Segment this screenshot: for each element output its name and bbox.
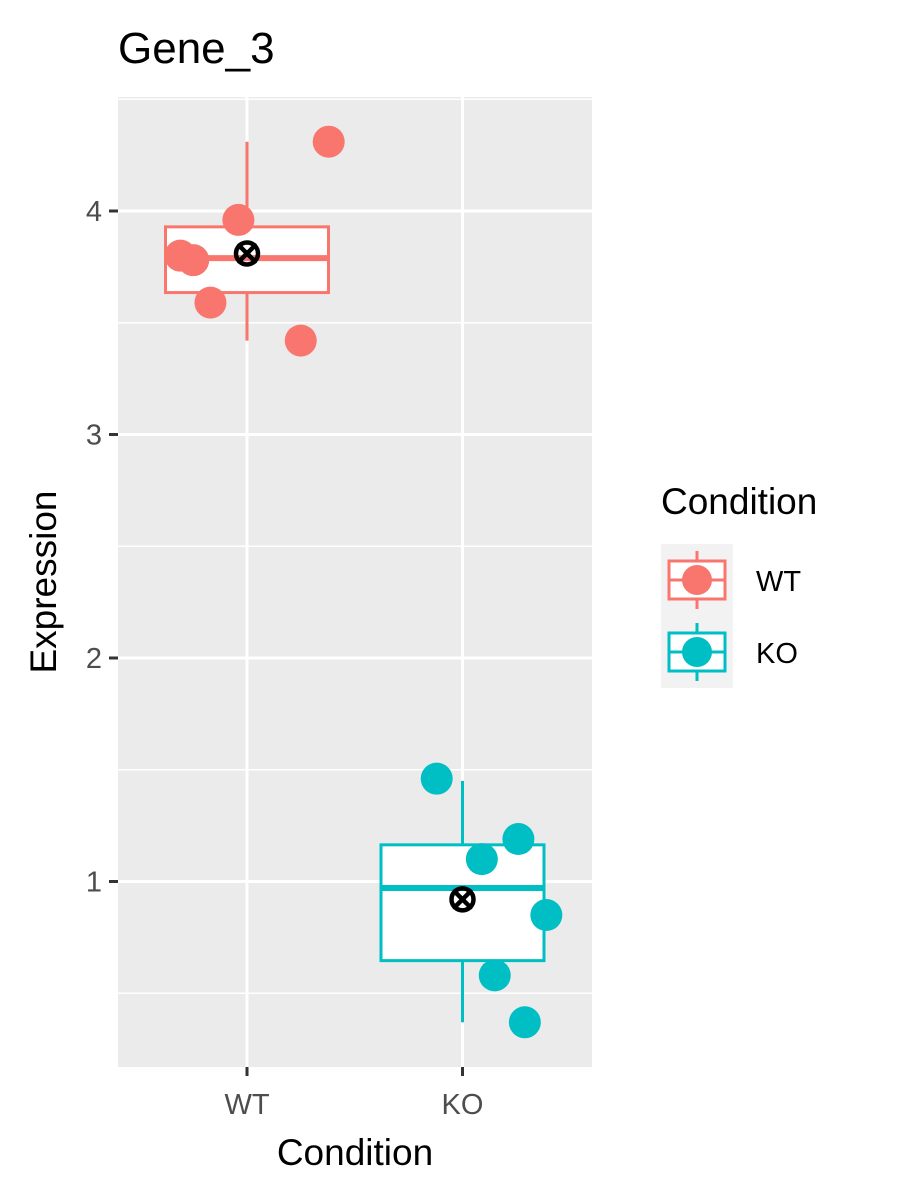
mean-cross	[452, 889, 473, 910]
data-point-wt	[194, 286, 227, 319]
data-point-wt	[177, 244, 210, 277]
legend-label: KO	[756, 638, 798, 670]
legend-key-point	[682, 565, 712, 595]
legend: Condition WT KO	[661, 481, 817, 688]
legend-label: WT	[756, 566, 801, 598]
data-point-ko	[465, 843, 498, 876]
mean-marker-ko	[449, 886, 476, 913]
x-tick-label: WT	[224, 1089, 269, 1121]
data-point-ko	[502, 823, 535, 856]
minor-gridlines	[118, 98, 592, 994]
mean-circle	[233, 240, 261, 267]
y-tick-label: 3	[86, 419, 102, 451]
mean-markers	[233, 240, 476, 913]
y-axis: 1 2 3 4	[86, 196, 118, 898]
y-axis-title: Expression	[23, 490, 64, 673]
legend-title: Condition	[661, 481, 817, 522]
legend-entry-ko: KO	[661, 616, 798, 688]
data-point-ko	[478, 959, 511, 992]
mean-cross	[236, 243, 258, 264]
data-point-wt	[284, 324, 317, 357]
mean-marker-wt	[233, 240, 261, 267]
y-tick-label: 2	[86, 643, 102, 675]
data-point-ko	[420, 762, 453, 795]
y-tick-label: 1	[86, 866, 102, 898]
data-point-wt	[222, 203, 255, 236]
data-points	[164, 125, 563, 1039]
x-tick-label: KO	[442, 1089, 484, 1121]
data-point-wt	[312, 125, 345, 158]
box-ko	[379, 843, 546, 963]
legend-key-point	[682, 637, 712, 667]
y-tick-label: 4	[86, 196, 102, 228]
legend-entry-wt: WT	[661, 544, 801, 616]
data-point-ko	[508, 1006, 541, 1039]
x-axis: WT KO	[224, 1067, 483, 1121]
x-axis-title: Condition	[277, 1132, 433, 1173]
mean-circle	[449, 886, 476, 913]
data-point-ko	[530, 899, 563, 932]
chart-title: Gene_3	[118, 24, 275, 73]
